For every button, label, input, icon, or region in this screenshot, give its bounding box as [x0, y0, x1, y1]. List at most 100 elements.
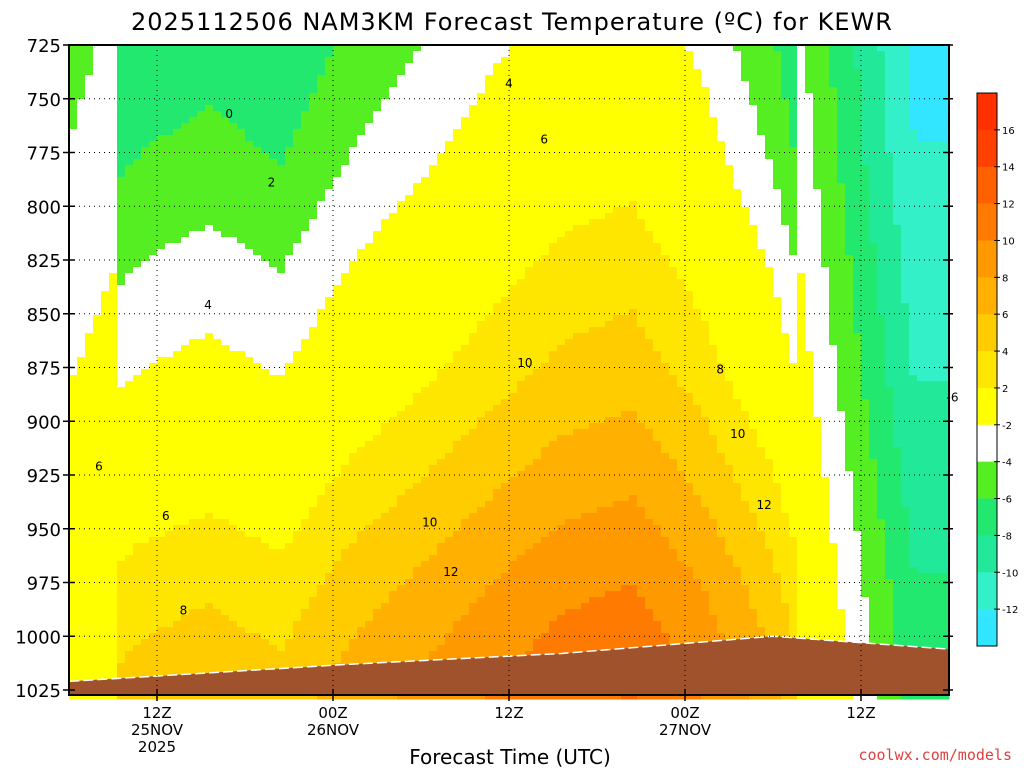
field-cell	[269, 525, 278, 532]
field-cell	[149, 357, 158, 364]
field-cell	[301, 171, 310, 178]
field-cell	[421, 531, 430, 538]
field-cell	[149, 645, 158, 652]
field-cell	[413, 399, 422, 406]
field-cell	[421, 255, 430, 262]
field-cell	[253, 333, 262, 340]
field-cell	[77, 519, 86, 526]
field-cell	[141, 57, 150, 64]
field-cell	[293, 177, 302, 184]
field-cell	[237, 201, 246, 208]
field-cell	[309, 195, 318, 202]
field-cell	[109, 525, 118, 532]
field-cell	[293, 513, 302, 520]
field-cell	[421, 69, 430, 76]
field-cell	[309, 57, 318, 64]
field-cell	[277, 657, 286, 664]
field-cell	[277, 141, 286, 148]
field-cell	[141, 117, 150, 124]
field-cell	[277, 75, 286, 82]
field-cell	[397, 627, 406, 634]
field-cell	[397, 309, 406, 316]
field-cell	[285, 75, 294, 82]
field-cell	[413, 633, 422, 640]
field-cell	[277, 219, 286, 226]
field-cell	[149, 471, 158, 478]
field-cell	[181, 603, 190, 610]
field-cell	[421, 351, 430, 358]
field-cell	[317, 441, 326, 448]
field-cell	[245, 129, 254, 136]
field-cell	[317, 693, 326, 700]
field-cell	[205, 423, 214, 430]
field-cell	[365, 363, 374, 370]
field-cell	[69, 129, 78, 136]
field-cell	[405, 627, 414, 634]
field-cell	[101, 633, 110, 640]
field-cell	[373, 327, 382, 334]
field-cell	[413, 435, 422, 442]
field-cell	[213, 561, 222, 568]
field-cell	[301, 381, 310, 388]
field-cell	[245, 159, 254, 166]
field-cell	[125, 75, 134, 82]
field-cell	[325, 207, 334, 214]
field-cell	[125, 51, 134, 58]
field-cell	[149, 381, 158, 388]
field-cell	[261, 465, 270, 472]
field-cell	[149, 513, 158, 520]
field-cell	[77, 549, 86, 556]
field-cell	[85, 195, 94, 202]
field-cell	[285, 693, 294, 700]
field-cell	[173, 645, 182, 652]
field-cell	[181, 597, 190, 604]
field-cell	[125, 345, 134, 352]
field-cell	[421, 651, 430, 658]
field-cell	[213, 81, 222, 88]
field-cell	[333, 429, 342, 436]
field-cell	[229, 645, 238, 652]
field-cell	[349, 561, 358, 568]
field-cell	[237, 153, 246, 160]
field-cell	[421, 207, 430, 214]
field-cell	[197, 189, 206, 196]
field-cell	[189, 465, 198, 472]
field-cell	[157, 429, 166, 436]
field-cell	[389, 381, 398, 388]
field-cell	[293, 183, 302, 190]
field-cell	[373, 75, 382, 82]
field-cell	[349, 297, 358, 304]
field-cell	[357, 627, 366, 634]
field-cell	[133, 453, 142, 460]
field-cell	[317, 489, 326, 496]
field-cell	[429, 183, 438, 190]
field-cell	[269, 531, 278, 538]
field-cell	[429, 579, 438, 586]
field-cell	[77, 285, 86, 292]
field-cell	[197, 483, 206, 490]
field-cell	[117, 165, 126, 172]
field-cell	[149, 165, 158, 172]
field-cell	[357, 549, 366, 556]
field-cell	[341, 543, 350, 550]
field-cell	[317, 225, 326, 232]
field-cell	[109, 171, 118, 178]
field-cell	[141, 357, 150, 364]
field-cell	[373, 471, 382, 478]
field-cell	[157, 141, 166, 148]
field-cell	[293, 159, 302, 166]
field-cell	[373, 627, 382, 634]
field-cell	[69, 429, 78, 436]
field-cell	[253, 207, 262, 214]
field-cell	[245, 513, 254, 520]
field-cell	[397, 525, 406, 532]
field-cell	[125, 609, 134, 616]
field-cell	[141, 489, 150, 496]
field-cell	[117, 399, 126, 406]
field-cell	[277, 573, 286, 580]
field-cell	[405, 159, 414, 166]
field-cell	[141, 447, 150, 454]
field-cell	[293, 447, 302, 454]
field-cell	[269, 81, 278, 88]
field-cell	[141, 423, 150, 430]
